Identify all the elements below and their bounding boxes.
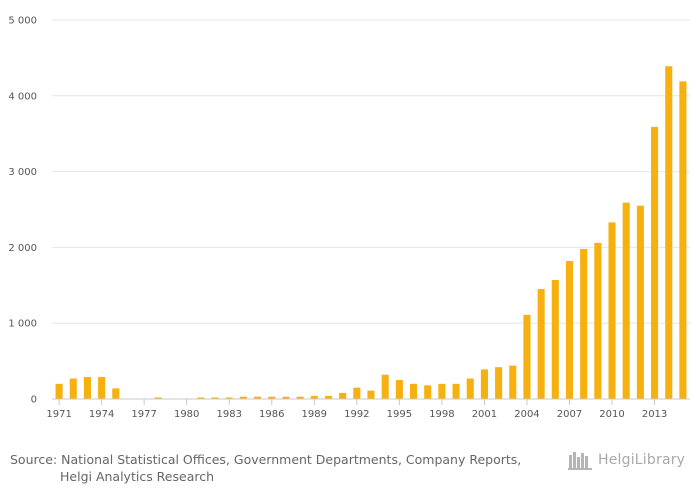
bar-1998[interactable]	[438, 383, 446, 399]
x-tick-label: 1986	[259, 409, 284, 420]
bar-2000[interactable]	[466, 378, 474, 399]
x-tick-label: 1974	[89, 409, 114, 420]
x-tick-label: 2001	[472, 409, 497, 420]
x-tick-label: 2007	[557, 409, 582, 420]
x-tick-label: 1998	[429, 409, 454, 420]
bar-1985[interactable]	[254, 396, 262, 399]
bar-2004[interactable]	[523, 314, 531, 399]
bar-1992[interactable]	[353, 387, 361, 399]
bar-2008[interactable]	[580, 248, 588, 399]
source-label: Source:	[10, 452, 58, 467]
bar-2013[interactable]	[651, 126, 659, 400]
y-tick-label: 5 000	[8, 16, 37, 27]
y-tick-label: 0	[31, 395, 37, 406]
bar-1999[interactable]	[452, 383, 460, 399]
source-text-1: National Statistical Offices, Government…	[61, 452, 522, 467]
y-tick-label: 2 000	[8, 243, 37, 254]
bar-1988[interactable]	[296, 396, 304, 399]
bar-1995[interactable]	[395, 380, 403, 399]
source-note: Source: National Statistical Offices, Go…	[10, 451, 550, 485]
bar-1982[interactable]	[211, 397, 219, 399]
x-axis-labels: 1971 1974 1977 1980 1983 1986 1989 1992 1995 1998…	[46, 409, 667, 420]
x-tick-label: 1977	[131, 409, 156, 420]
bar-2011[interactable]	[622, 202, 630, 399]
library-books-icon	[568, 452, 592, 470]
x-axis-ticks	[58, 399, 656, 405]
bar-1978[interactable]	[154, 397, 162, 399]
x-tick-label: 1983	[216, 409, 241, 420]
y-tick-label: 4 000	[8, 91, 37, 102]
bar-2002[interactable]	[495, 367, 503, 399]
bar-1975[interactable]	[112, 388, 120, 399]
bar-1987[interactable]	[282, 396, 290, 399]
bar-2009[interactable]	[594, 242, 602, 399]
y-axis-labels: 0 1 000 2 000 3 000 4 000 5 000	[8, 16, 37, 406]
bar-1986[interactable]	[268, 396, 276, 399]
bar-1994[interactable]	[381, 374, 389, 399]
bar-1990[interactable]	[324, 395, 333, 399]
bar-1996[interactable]	[409, 383, 418, 399]
x-tick-label: 1989	[302, 409, 327, 420]
x-tick-label: 1995	[387, 409, 412, 420]
source-line-1: Source: National Statistical Offices, Go…	[10, 451, 550, 468]
bar-2003[interactable]	[509, 365, 517, 399]
bar-1989[interactable]	[310, 395, 318, 399]
bar-2014[interactable]	[665, 66, 673, 399]
y-tick-label: 1 000	[8, 319, 37, 330]
bar-1981[interactable]	[197, 397, 205, 399]
bar-1973[interactable]	[83, 377, 91, 399]
bar-1993[interactable]	[367, 390, 375, 399]
x-tick-label: 2010	[599, 409, 624, 420]
bar-2015[interactable]	[679, 81, 687, 399]
x-tick-label: 2013	[642, 409, 667, 420]
bar-2012[interactable]	[636, 205, 644, 399]
bar-1983[interactable]	[225, 397, 233, 399]
bar-1972[interactable]	[69, 378, 77, 399]
source-text-2: Helgi Analytics Research	[60, 469, 215, 484]
bar-2005[interactable]	[537, 289, 545, 399]
bars	[55, 66, 687, 400]
logo-text: HelgiLibrary	[598, 452, 686, 468]
x-tick-label: 1980	[174, 409, 199, 420]
bar-2006[interactable]	[551, 279, 559, 399]
x-tick-label: 2004	[514, 409, 539, 420]
x-tick-label: 1971	[46, 409, 71, 420]
bar-2007[interactable]	[565, 261, 574, 399]
x-tick-label: 1992	[344, 409, 369, 420]
bar-1984[interactable]	[239, 396, 247, 399]
helgi-library-logo[interactable]: HelgiLibrary	[568, 449, 692, 471]
bar-2001[interactable]	[480, 369, 488, 399]
bar-2010[interactable]	[608, 222, 616, 399]
y-tick-label: 3 000	[8, 167, 37, 178]
bar-1971[interactable]	[55, 383, 63, 399]
bar-1974[interactable]	[98, 377, 106, 399]
bar-1991[interactable]	[339, 392, 347, 399]
bar-1997[interactable]	[424, 385, 432, 399]
